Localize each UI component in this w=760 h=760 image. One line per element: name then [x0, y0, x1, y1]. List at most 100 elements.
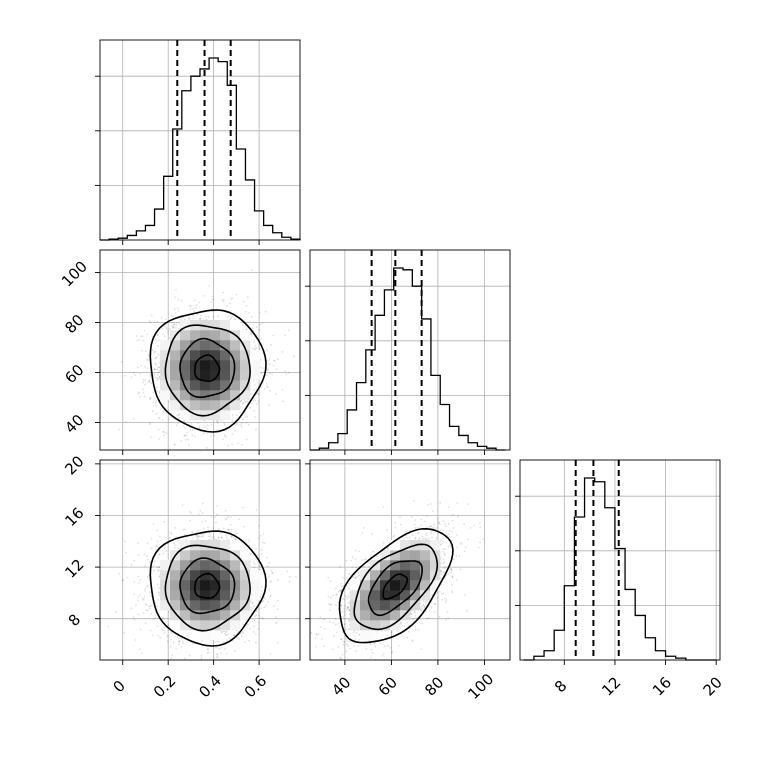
scatter-point: [156, 377, 159, 380]
scatter-point: [162, 617, 165, 620]
contour-lines: [149, 530, 267, 647]
scatter-point: [149, 375, 152, 378]
scatter-point: [143, 395, 146, 398]
scatter-point: [132, 616, 135, 619]
scatter-point: [270, 580, 273, 583]
scatter-point: [174, 536, 177, 539]
density-cell: [230, 370, 241, 381]
scatter-point: [177, 637, 180, 640]
scatter-point: [122, 578, 124, 581]
scatter-point: [183, 318, 186, 321]
scatter-point: [198, 427, 201, 429]
scatter-point: [420, 518, 423, 521]
scatter-point: [147, 359, 149, 362]
density-cell: [230, 340, 241, 351]
scatter-point: [158, 417, 160, 419]
scatter-point: [246, 548, 249, 551]
scatter-point: [237, 442, 239, 445]
density-cell: [240, 550, 251, 561]
scatter-point: [168, 418, 171, 421]
scatter-point: [172, 325, 175, 328]
scatter-point: [216, 513, 218, 516]
scatter-point: [169, 536, 171, 539]
scatter-point: [149, 629, 152, 632]
contour-level-1: [149, 530, 267, 647]
scatter-point: [339, 604, 342, 607]
density-cell: [180, 620, 191, 631]
scatter-point: [201, 512, 204, 515]
scatter-point: [224, 517, 227, 520]
scatter-point: [175, 424, 178, 427]
scatter-point: [235, 293, 238, 296]
scatter-point: [216, 428, 219, 431]
panel-content: [107, 502, 297, 660]
density-cell: [170, 340, 181, 351]
scatter-point: [244, 310, 247, 313]
scatter-point: [261, 600, 264, 603]
scatter-point: [107, 625, 110, 628]
scatter-point: [150, 314, 153, 317]
x-tick-label: 0.2: [150, 672, 180, 702]
scatter-point: [154, 601, 157, 604]
scatter-point: [255, 326, 258, 329]
density-cell: [230, 350, 241, 361]
scatter-point: [155, 356, 158, 358]
scatter-point: [216, 420, 218, 423]
density-cell: [220, 350, 231, 361]
scatter-point: [271, 572, 274, 575]
scatter-point: [244, 401, 247, 403]
scatter-point: [252, 625, 255, 628]
density-cell: [230, 320, 241, 331]
scatter-point: [285, 373, 288, 376]
scatter-point: [154, 357, 156, 360]
scatter-point: [233, 634, 235, 637]
scatter-point: [231, 297, 234, 300]
scatter-point: [197, 422, 200, 424]
scatter-point: [268, 404, 271, 407]
scatter-point: [149, 397, 152, 399]
density-cell: [160, 380, 171, 391]
scatter-point: [397, 645, 400, 647]
scatter-point: [245, 400, 247, 403]
scatter-point: [236, 636, 238, 639]
density-cell: [220, 390, 231, 401]
scatter-point: [174, 544, 177, 547]
scatter-point: [149, 396, 152, 399]
scatter-point: [195, 534, 198, 537]
scatter-point: [245, 438, 248, 441]
scatter-point: [174, 323, 176, 326]
scatter-point: [276, 599, 279, 602]
scatter-point: [250, 607, 253, 609]
scatter-point: [272, 334, 275, 337]
scatter-point: [260, 607, 263, 610]
y-tick-label: 60: [61, 361, 87, 387]
scatter-point: [217, 421, 219, 424]
density-cell: [240, 330, 251, 341]
scatter-point: [233, 318, 236, 321]
scatter-point: [264, 388, 266, 390]
scatter-point: [200, 654, 203, 657]
scatter-point: [133, 371, 135, 374]
scatter-point: [213, 434, 216, 437]
scatter-point: [135, 603, 137, 606]
scatter-point: [175, 288, 177, 291]
scatter-point: [170, 532, 173, 535]
scatter-point: [147, 354, 150, 357]
scatter-point: [241, 443, 244, 446]
scatter-point: [269, 389, 272, 392]
scatter-point: [154, 616, 157, 619]
scatter-point: [152, 522, 155, 525]
scatter-point: [163, 632, 166, 635]
scatter-point: [273, 359, 275, 362]
scatter-point: [436, 591, 439, 594]
scatter-point: [254, 615, 257, 618]
scatter-point: [182, 642, 184, 645]
contour-level-4: [193, 354, 221, 382]
scatter-point: [212, 298, 214, 301]
density-cell: [180, 570, 191, 581]
scatter-point: [259, 568, 262, 571]
scatter-point: [266, 349, 268, 352]
scatter-point: [228, 529, 230, 531]
scatter-point: [198, 425, 201, 428]
scatter-point: [238, 518, 240, 521]
